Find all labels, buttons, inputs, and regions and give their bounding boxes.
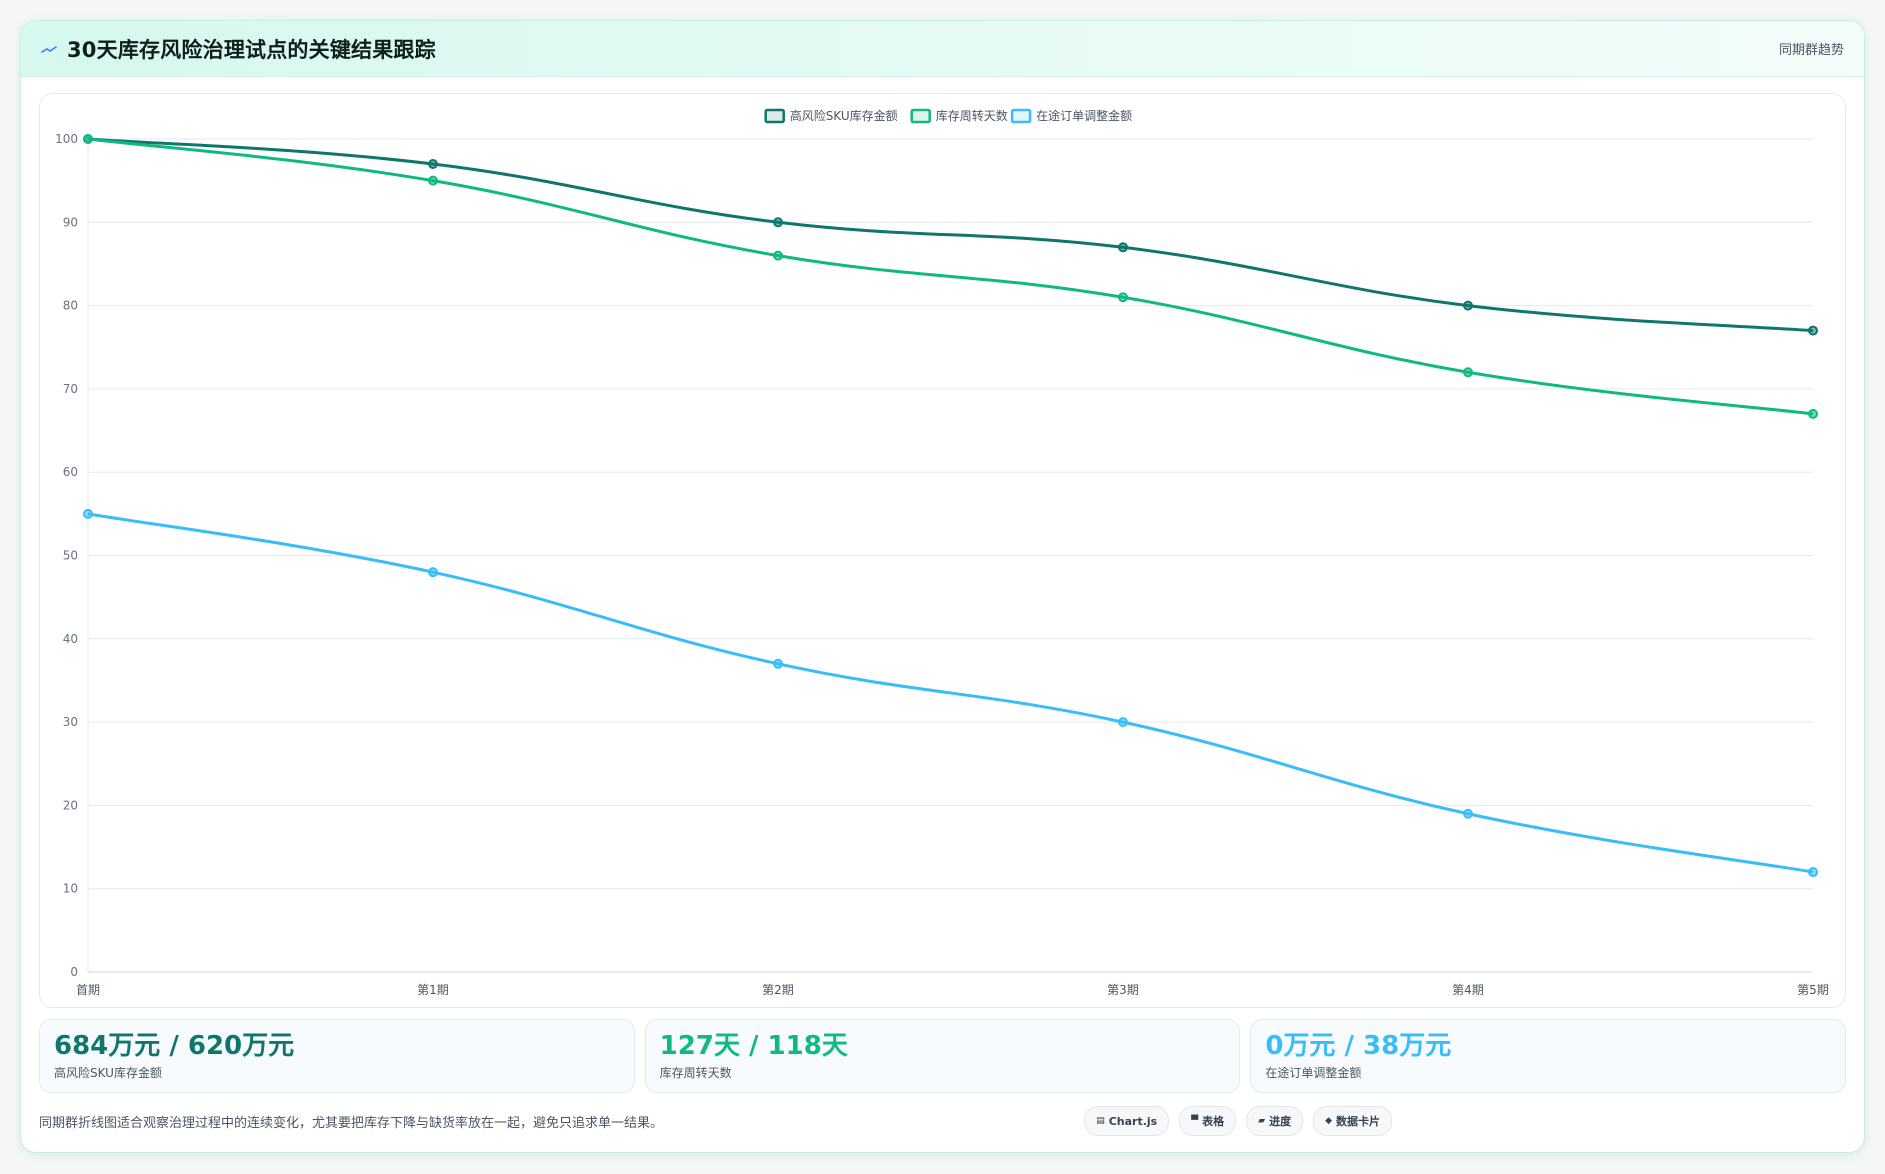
card-icon: ◆ <box>1325 1116 1332 1126</box>
chart-panel: 0 10 20 30 40 50 60 70 80 90 100 首期 第1期 第2期 第3期 第4期 第5期 高… <box>39 93 1846 1008</box>
x-tick-label: 第3期 <box>1107 983 1139 997</box>
data-point <box>1808 867 1818 878</box>
data-point <box>83 508 93 519</box>
y-tick-label: 90 <box>63 215 78 229</box>
chip-chartjs[interactable]: ▤ Chart.js <box>1084 1106 1170 1136</box>
legend-label-1: 高风险SKU库存金额 <box>790 108 898 123</box>
x-tick-label: 第5期 <box>1797 983 1829 997</box>
stat-label-2: 库存周转天数 <box>659 1066 732 1080</box>
series-line-2 <box>87 137 1814 416</box>
stat-card-1: 684万元 / 620万元 高风险SKU库存金额 <box>39 1019 635 1093</box>
progress-icon: ▰ <box>1258 1116 1266 1126</box>
chip-progress[interactable]: ▰ 进度 <box>1246 1106 1304 1136</box>
legend-label-3: 在途订单调整金额 <box>1036 108 1132 123</box>
data-point <box>1463 367 1473 378</box>
y-tick-label: 100 <box>55 132 78 146</box>
stat-value-2: 127天 / 118天 <box>659 1031 848 1061</box>
data-point <box>1463 300 1473 311</box>
y-tick-label: 40 <box>63 632 78 646</box>
data-point <box>1118 242 1128 253</box>
trend-line-icon <box>41 45 57 53</box>
data-point <box>1463 808 1473 819</box>
chip-label: Chart.js <box>1108 1114 1158 1128</box>
footer: 同期群折线图适合观察治理过程中的连续变化，尤其要把库存下降与缺货率放在一起，避免… <box>39 1103 1846 1139</box>
x-tick-label: 第1期 <box>417 983 449 997</box>
chart-card: 30天库存风险治理试点的关键结果跟踪 同期群趋势 0 10 20 30 40 50 60 70… <box>20 20 1865 1153</box>
y-tick-label: 20 <box>63 798 78 812</box>
stat-card-3: 0万元 / 38万元 在途订单调整金额 <box>1250 1019 1847 1093</box>
series-line-1 <box>87 137 1814 333</box>
stat-card-2: 127天 / 118天 库存周转天数 <box>644 1019 1241 1093</box>
legend-swatch-1 <box>764 108 785 124</box>
y-tick-label: 50 <box>63 549 78 563</box>
stat-value-3: 0万元 / 38万元 <box>1265 1031 1452 1061</box>
chip-label: 进度 <box>1269 1115 1292 1128</box>
data-point <box>83 134 93 144</box>
y-tick-label: 30 <box>63 715 78 729</box>
chip-label: 数据卡片 <box>1336 1115 1380 1128</box>
x-tick-label: 首期 <box>76 983 100 997</box>
x-tick-label: 第4期 <box>1452 983 1484 997</box>
page-title: 30天库存风险治理试点的关键结果跟踪 <box>67 37 436 62</box>
legend-label-2: 库存周转天数 <box>936 108 1008 123</box>
y-tick-label: 60 <box>63 465 78 479</box>
data-point <box>773 217 783 228</box>
chart-type-tag: 同期群趋势 <box>1778 43 1844 58</box>
footer-note: 同期群折线图适合观察治理过程中的连续变化，尤其要把库存下降与缺货率放在一起，避免… <box>39 1115 664 1131</box>
table-icon: ▀ <box>1191 1116 1199 1126</box>
series-line-3 <box>87 512 1814 874</box>
legend-swatch-3 <box>1010 108 1032 124</box>
data-point <box>428 158 438 169</box>
stat-label-1: 高风险SKU库存金额 <box>54 1066 162 1080</box>
chart-icon: ▤ <box>1096 1116 1105 1126</box>
y-tick-label: 80 <box>63 299 78 313</box>
legend-swatch-2 <box>910 108 931 124</box>
data-point <box>428 175 438 186</box>
card-header: 30天库存风险治理试点的关键结果跟踪 同期群趋势 <box>21 21 1864 77</box>
y-tick-label: 0 <box>70 965 78 979</box>
data-point <box>773 250 783 261</box>
data-point <box>1118 717 1128 728</box>
chip-label: 表格 <box>1202 1115 1225 1128</box>
data-point <box>428 567 438 578</box>
stat-label-3: 在途订单调整金额 <box>1265 1066 1362 1080</box>
y-tick-label: 70 <box>63 382 78 396</box>
line-chart: 0 10 20 30 40 50 60 70 80 90 100 首期 第1期 第2期 第3期 第4期 第5期 高… <box>55 108 1829 997</box>
tech-chips: ▤ Chart.js ▀ 表格 ▰ 进度 ◆ 数据卡片 <box>1084 1106 1392 1136</box>
chip-data-card[interactable]: ◆ 数据卡片 <box>1313 1106 1392 1136</box>
data-point <box>1118 292 1128 303</box>
data-point <box>1808 325 1818 336</box>
y-tick-label: 10 <box>63 882 78 896</box>
chip-table[interactable]: ▀ 表格 <box>1179 1106 1237 1136</box>
data-point <box>1808 408 1818 419</box>
data-point <box>773 658 783 669</box>
stat-cards: 684万元 / 620万元 高风险SKU库存金额 127天 / 118天 库存周… <box>39 1019 1847 1093</box>
stat-value-1: 684万元 / 620万元 <box>54 1031 295 1061</box>
x-tick-label: 第2期 <box>762 983 794 997</box>
